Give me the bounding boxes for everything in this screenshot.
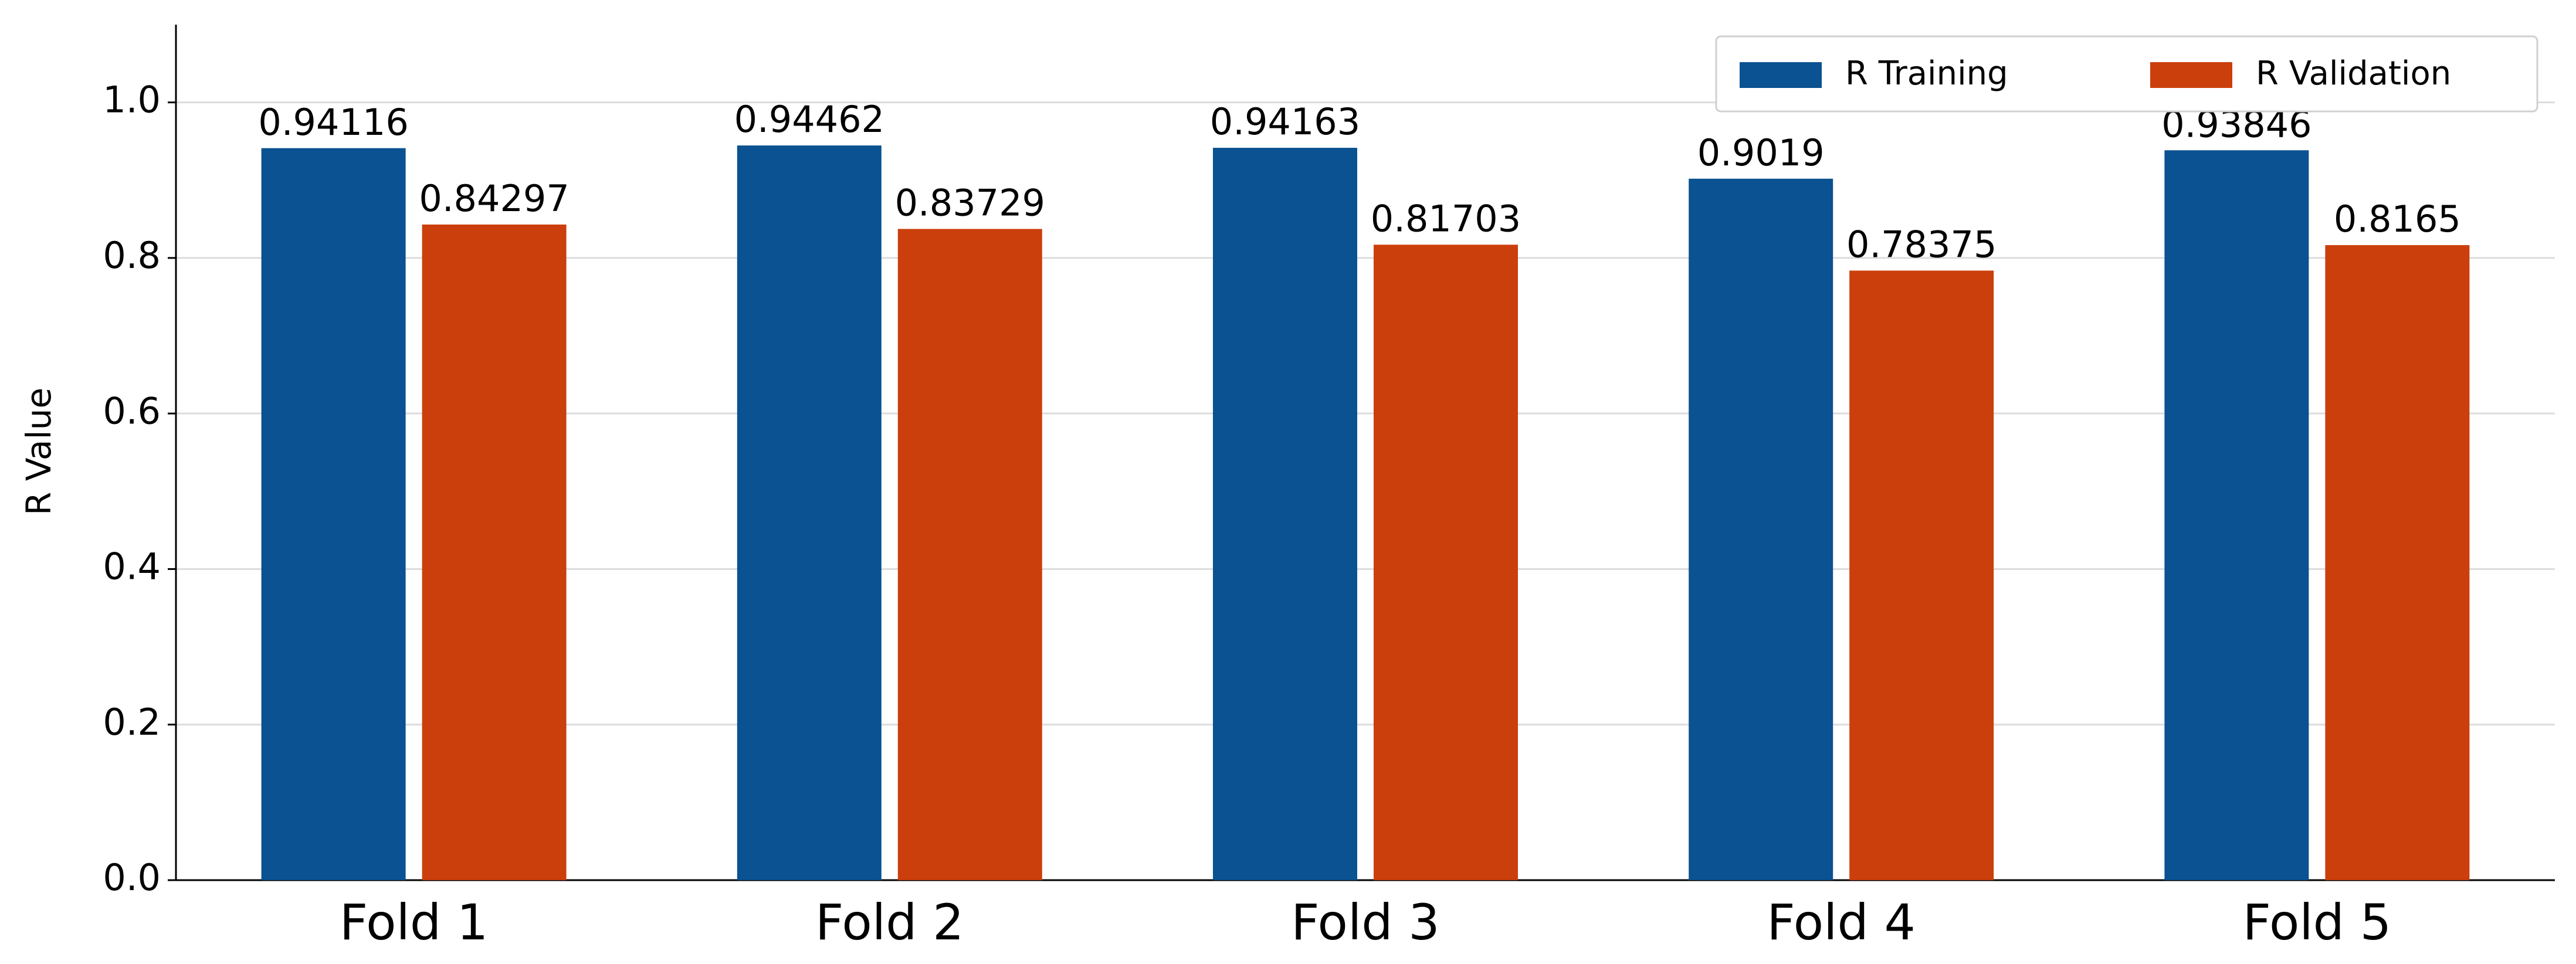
value-label: 0.9019 [1697,131,1825,174]
legend-label: R Validation [2256,55,2451,93]
legend-label: R Training [1845,55,2008,93]
value-label: 0.94163 [1210,100,1360,143]
value-label: 0.81703 [1371,197,1521,240]
x-tick-label: Fold 2 [815,894,964,951]
value-label: 0.83729 [895,182,1045,225]
x-tick-label: Fold 1 [340,894,489,951]
bar [897,229,1042,881]
value-label: 0.84297 [419,177,569,220]
value-label: 0.8165 [2334,198,2461,240]
x-tick-label: Fold 5 [2243,894,2392,951]
bar [1374,245,1518,881]
bar [1849,270,1994,880]
y-tick-label: 0.4 [103,545,161,588]
bar [1689,178,1833,880]
y-tick-label: 0.6 [103,389,161,432]
legend-box [1715,35,2538,113]
legend-swatch [2150,62,2232,88]
bar [261,148,406,881]
value-label: 0.94462 [734,98,884,141]
bar [2164,150,2309,881]
y-tick-label: 0.2 [103,701,161,744]
bar [737,145,882,881]
bar [422,224,567,880]
bar [1213,148,1357,881]
legend-swatch [1740,62,1822,88]
y-tick-label: 0.0 [103,856,161,899]
bar [2325,245,2470,881]
y-axis-label: R Value [19,388,59,515]
y-tick-label: 1.0 [103,79,161,121]
x-tick-label: Fold 4 [1767,894,1916,951]
value-label: 0.78375 [1846,223,1997,266]
y-tick-label: 0.8 [103,234,161,277]
x-tick-label: Fold 3 [1291,894,1440,951]
value-label: 0.94116 [258,101,408,144]
